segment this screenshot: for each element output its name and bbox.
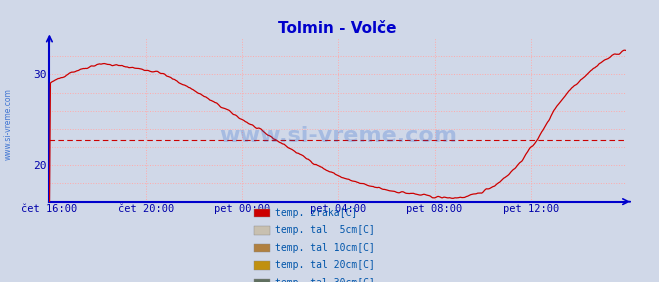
Text: temp. tal 10cm[C]: temp. tal 10cm[C]: [275, 243, 376, 253]
Text: temp. zraka[C]: temp. zraka[C]: [275, 208, 358, 218]
Text: www.si-vreme.com: www.si-vreme.com: [219, 126, 457, 146]
Text: temp. tal  5cm[C]: temp. tal 5cm[C]: [275, 225, 376, 235]
Text: temp. tal 20cm[C]: temp. tal 20cm[C]: [275, 260, 376, 270]
Text: www.si-vreme.com: www.si-vreme.com: [3, 88, 13, 160]
Text: temp. tal 30cm[C]: temp. tal 30cm[C]: [275, 278, 376, 282]
Title: Tolmin - Volče: Tolmin - Volče: [279, 21, 397, 36]
